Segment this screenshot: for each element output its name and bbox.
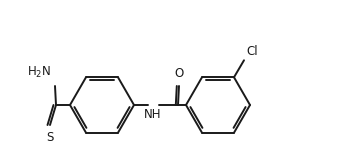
Text: O: O <box>174 67 184 80</box>
Text: Cl: Cl <box>246 45 258 58</box>
Text: H$_2$N: H$_2$N <box>27 65 51 80</box>
Text: S: S <box>46 131 54 144</box>
Text: NH: NH <box>144 108 162 121</box>
